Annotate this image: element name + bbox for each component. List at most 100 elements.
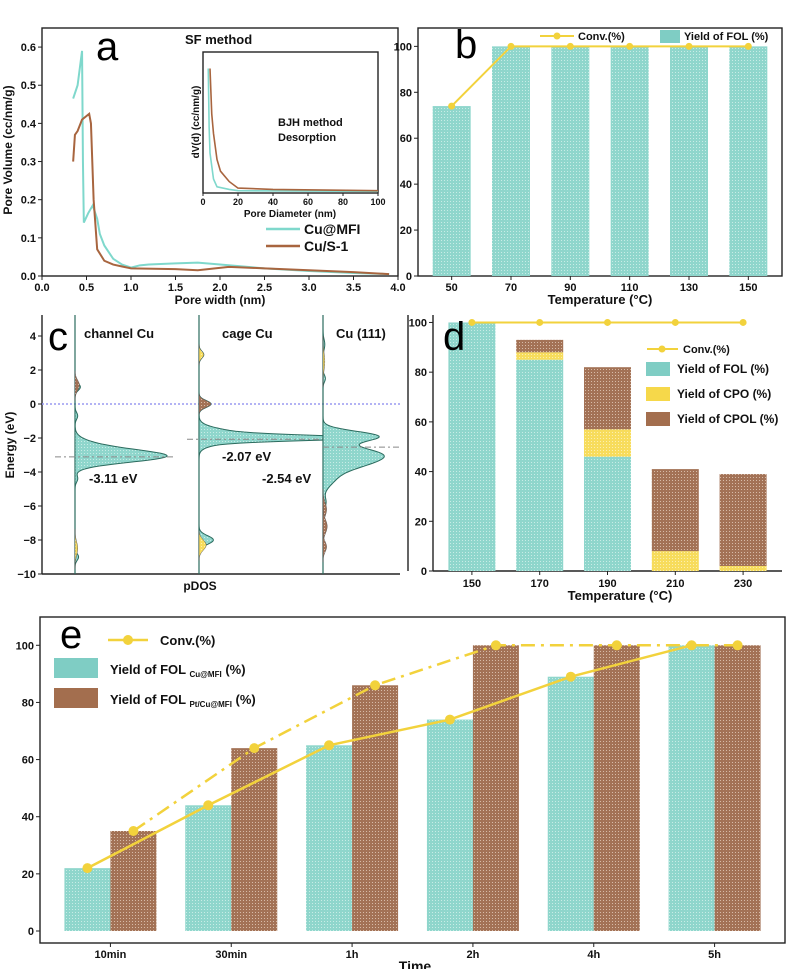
- panel-d-bar-fol: [516, 359, 564, 571]
- panel-b-legend-fol-swatch: [660, 30, 680, 43]
- panel-d-x-label: Temperature (°C): [568, 588, 673, 603]
- panel-d-y-tick-label: 80: [415, 367, 427, 379]
- panel-c-minor-orbital: [74, 370, 80, 401]
- panel-d-legend-label: Yield of FOL (%): [677, 362, 769, 376]
- panel-b-x-tick-label: 50: [446, 282, 458, 294]
- panel-a-x-tick-label: 3.5: [346, 282, 361, 294]
- panel-d-x-tick-label: 170: [531, 578, 549, 590]
- panel-c-letter: c: [48, 315, 68, 359]
- panel-e-x-tick-label: 10min: [95, 949, 127, 961]
- panel-e-conv-point: [732, 640, 743, 651]
- panel-d-x-tick-label: 150: [463, 578, 481, 590]
- panel-c-y-tick-label: −2: [23, 433, 36, 445]
- panel-d-conv-point: [536, 318, 544, 326]
- panel-a-inset-x-tick-label: 20: [233, 197, 243, 207]
- panel-e-bar-pt-cu-mfi: [352, 685, 399, 931]
- panel-c-y-tick-label: 0: [30, 399, 36, 411]
- panel-b-y-tick-label: 20: [400, 225, 412, 237]
- panel-e-legend-conv-marker: [123, 635, 133, 645]
- panel-b-bar: [670, 46, 708, 277]
- panel-b-conv-point: [566, 42, 574, 50]
- panel-a-x-tick-label: 2.0: [212, 282, 227, 294]
- panel-d-legend-conv-marker: [658, 345, 666, 353]
- panel-d-conv-point: [671, 318, 679, 326]
- panel-c-y-tick-label: −6: [23, 501, 36, 513]
- panel-d-conv-point: [468, 318, 476, 326]
- panel-a-inset-x-tick-label: 0: [200, 197, 205, 207]
- panel-c-y-tick-label: 2: [30, 365, 36, 377]
- panel-e-legend-label: Yield of FOL Cu@MFI (%): [110, 662, 246, 679]
- panel-b-x-tick-label: 130: [680, 282, 698, 294]
- panel-a-x-label: Pore width (nm): [175, 293, 266, 307]
- panel-b-x-tick-label: 110: [621, 282, 639, 294]
- panel-c-minor-orbital: [74, 528, 78, 570]
- panel-e-y-tick-label: 40: [22, 812, 34, 824]
- panel-e-x-tick-label: 2h: [466, 949, 479, 961]
- panel-b-bar: [610, 46, 649, 277]
- panel-e-conv-line-solid: [86, 644, 692, 870]
- panel-a-x-tick-label: 3.0: [301, 282, 316, 294]
- panel-c-y-tick-label: 4: [30, 331, 37, 343]
- panel-d-bar-cpol: [516, 339, 564, 353]
- panel-a-legend-label: Cu@MFI: [304, 221, 360, 237]
- panel-a-annotation: SF method: [185, 32, 252, 47]
- panel-e-y-tick-label: 20: [22, 869, 34, 881]
- panel-a-inset-series: [209, 68, 379, 192]
- panel-e-bar-pt-cu-mfi: [231, 748, 278, 931]
- panel-a-inset-y-label: dV(d) (cc/nm/g): [191, 86, 202, 159]
- panel-b-x-label: Temperature (°C): [548, 292, 653, 307]
- panel-a-y-tick-label: 0.0: [21, 271, 36, 283]
- panel-e-x-label: Time: [399, 958, 432, 969]
- panel-d-y-tick-label: 40: [415, 467, 427, 479]
- panel-a-x-tick-label: 4.0: [390, 282, 405, 294]
- panel-a-inset-x-tick-label: 40: [268, 197, 278, 207]
- panel-c-minor-orbital: [198, 530, 207, 561]
- panel-a-y-tick-label: 0.3: [21, 157, 36, 169]
- panel-e-y-tick-label: 0: [28, 926, 34, 938]
- panel-b-bar: [432, 106, 471, 277]
- panel-e-bar-pt-cu-mfi: [593, 645, 640, 931]
- panel-e-conv-point: [490, 640, 501, 651]
- panel-e-x-tick-label: 4h: [587, 949, 600, 961]
- panel-b-conv-point: [744, 42, 752, 50]
- panel-a-x-tick-label: 1.0: [123, 282, 138, 294]
- panel-a-legend-label: Cu/S-1: [304, 238, 349, 254]
- panel-a-y-tick-label: 0.5: [21, 80, 36, 92]
- panel-a-y-tick-label: 0.6: [21, 42, 36, 54]
- panel-a-inset-x-label: Pore Diameter (nm): [244, 209, 336, 220]
- panel-d-bar-fol: [584, 456, 631, 571]
- panel-d-x-tick-label: 230: [734, 578, 752, 590]
- panel-a-inset-annotation: BJH method: [278, 117, 343, 129]
- panel-c-minor-orbital: [322, 532, 327, 563]
- panel-e-conv-point: [128, 826, 139, 836]
- panel-e-conv-point: [686, 640, 697, 651]
- panel-c-d-band-label: -2.54 eV: [262, 471, 311, 486]
- panel-e-letter: e: [60, 613, 82, 657]
- panel-c-minor-orbital: [198, 344, 205, 366]
- panel-e-axes: [39, 616, 786, 944]
- panel-e-conv-point: [249, 743, 260, 754]
- panel-e-y-tick-label: 100: [16, 640, 34, 652]
- panel-c-d-band-label: -2.07 eV: [222, 449, 271, 464]
- panel-d-legend-swatch: [646, 412, 670, 426]
- panel-e-conv-point: [203, 800, 214, 811]
- panel-b-x-tick-label: 70: [505, 282, 517, 294]
- panel-c-x-label: pDOS: [183, 579, 216, 593]
- panel-e-x-tick-label: 30min: [215, 949, 247, 961]
- panel-c-minor-orbital: [322, 335, 326, 388]
- panel-b-x-tick-label: 90: [564, 282, 576, 294]
- panel-e-legend-label: Yield of FOL Pt/Cu@MFI (%): [110, 692, 256, 709]
- panel-e-bar-cu-mfi: [64, 868, 111, 931]
- panel-c-d-band-label: -3.11 eV: [89, 471, 138, 486]
- panel-b-bar: [551, 46, 590, 277]
- panel-b-y-tick-label: 100: [394, 41, 412, 53]
- panel-b-conv-point: [626, 42, 634, 50]
- panel-a-y-tick-label: 0.2: [21, 195, 36, 207]
- panel-c-y-tick-label: −4: [23, 467, 36, 479]
- panel-e-bar-pt-cu-mfi: [472, 645, 519, 931]
- panel-e-y-tick-label: 60: [22, 755, 34, 767]
- panel-e-conv-point: [370, 680, 381, 691]
- panel-e-bar-cu-mfi: [547, 676, 594, 931]
- panel-c-y-label: Energy (eV): [3, 412, 17, 479]
